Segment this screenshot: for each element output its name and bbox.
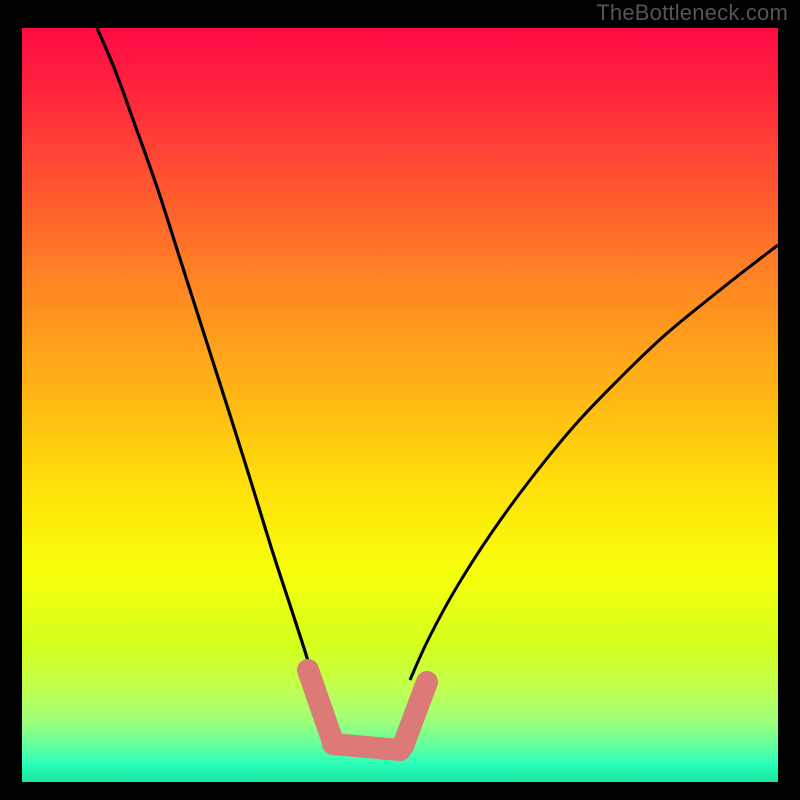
plot-background <box>22 28 778 782</box>
chart-svg <box>0 0 800 800</box>
chart-canvas: TheBottleneck.com <box>0 0 800 800</box>
watermark-text: TheBottleneck.com <box>596 0 788 26</box>
